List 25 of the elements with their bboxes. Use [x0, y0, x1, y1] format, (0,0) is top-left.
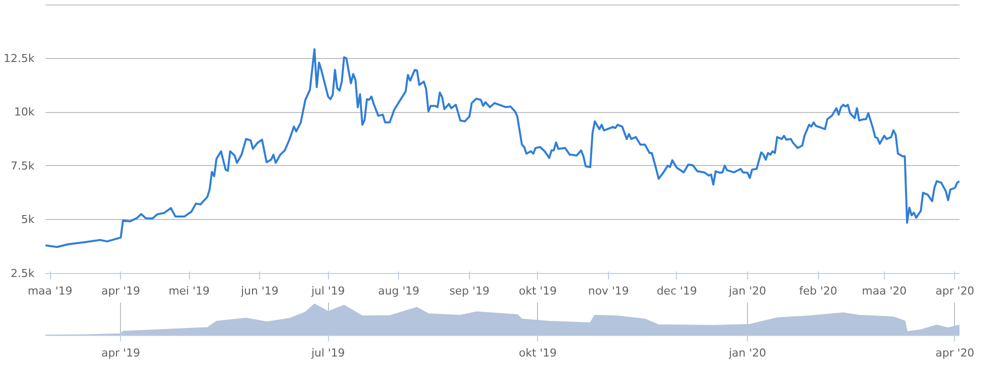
- x-tick-label: mei '19: [168, 284, 210, 298]
- x-tick-label: jan '20: [728, 284, 766, 298]
- x-tick-label: jul '19: [310, 284, 345, 298]
- x-tick-label: nov '19: [588, 284, 629, 298]
- y-tick-label: 7.5k: [10, 159, 36, 172]
- x-tick-label: jun '19: [240, 284, 279, 298]
- x-tick-label: apr '19: [101, 284, 140, 298]
- x-tick-label: apr '19: [101, 346, 140, 360]
- y-tick-label: 12.5k: [4, 52, 36, 65]
- x-tick-label: sep '19: [449, 284, 490, 298]
- y-tick-label: 10k: [14, 106, 36, 119]
- x-tick-label: maa '20: [862, 284, 907, 298]
- x-tick-label: jul '19: [310, 346, 345, 360]
- x-tick-label: okt '19: [518, 346, 557, 360]
- x-tick-label: maa '19: [28, 284, 72, 298]
- y-tick-label: 5k: [21, 213, 36, 226]
- x-tick-label: feb '20: [799, 284, 838, 298]
- x-tick-label: dec '19: [656, 284, 698, 298]
- y-tick-label: 2.5k: [10, 267, 36, 280]
- x-tick-label: apr '20: [936, 346, 974, 360]
- x-tick-label: aug '19: [378, 284, 420, 298]
- x-tick-label: apr '20: [936, 284, 974, 298]
- line-series: [46, 48, 960, 248]
- x-tick-label: jan '20: [728, 346, 766, 360]
- x-tick-label: okt '19: [518, 284, 557, 298]
